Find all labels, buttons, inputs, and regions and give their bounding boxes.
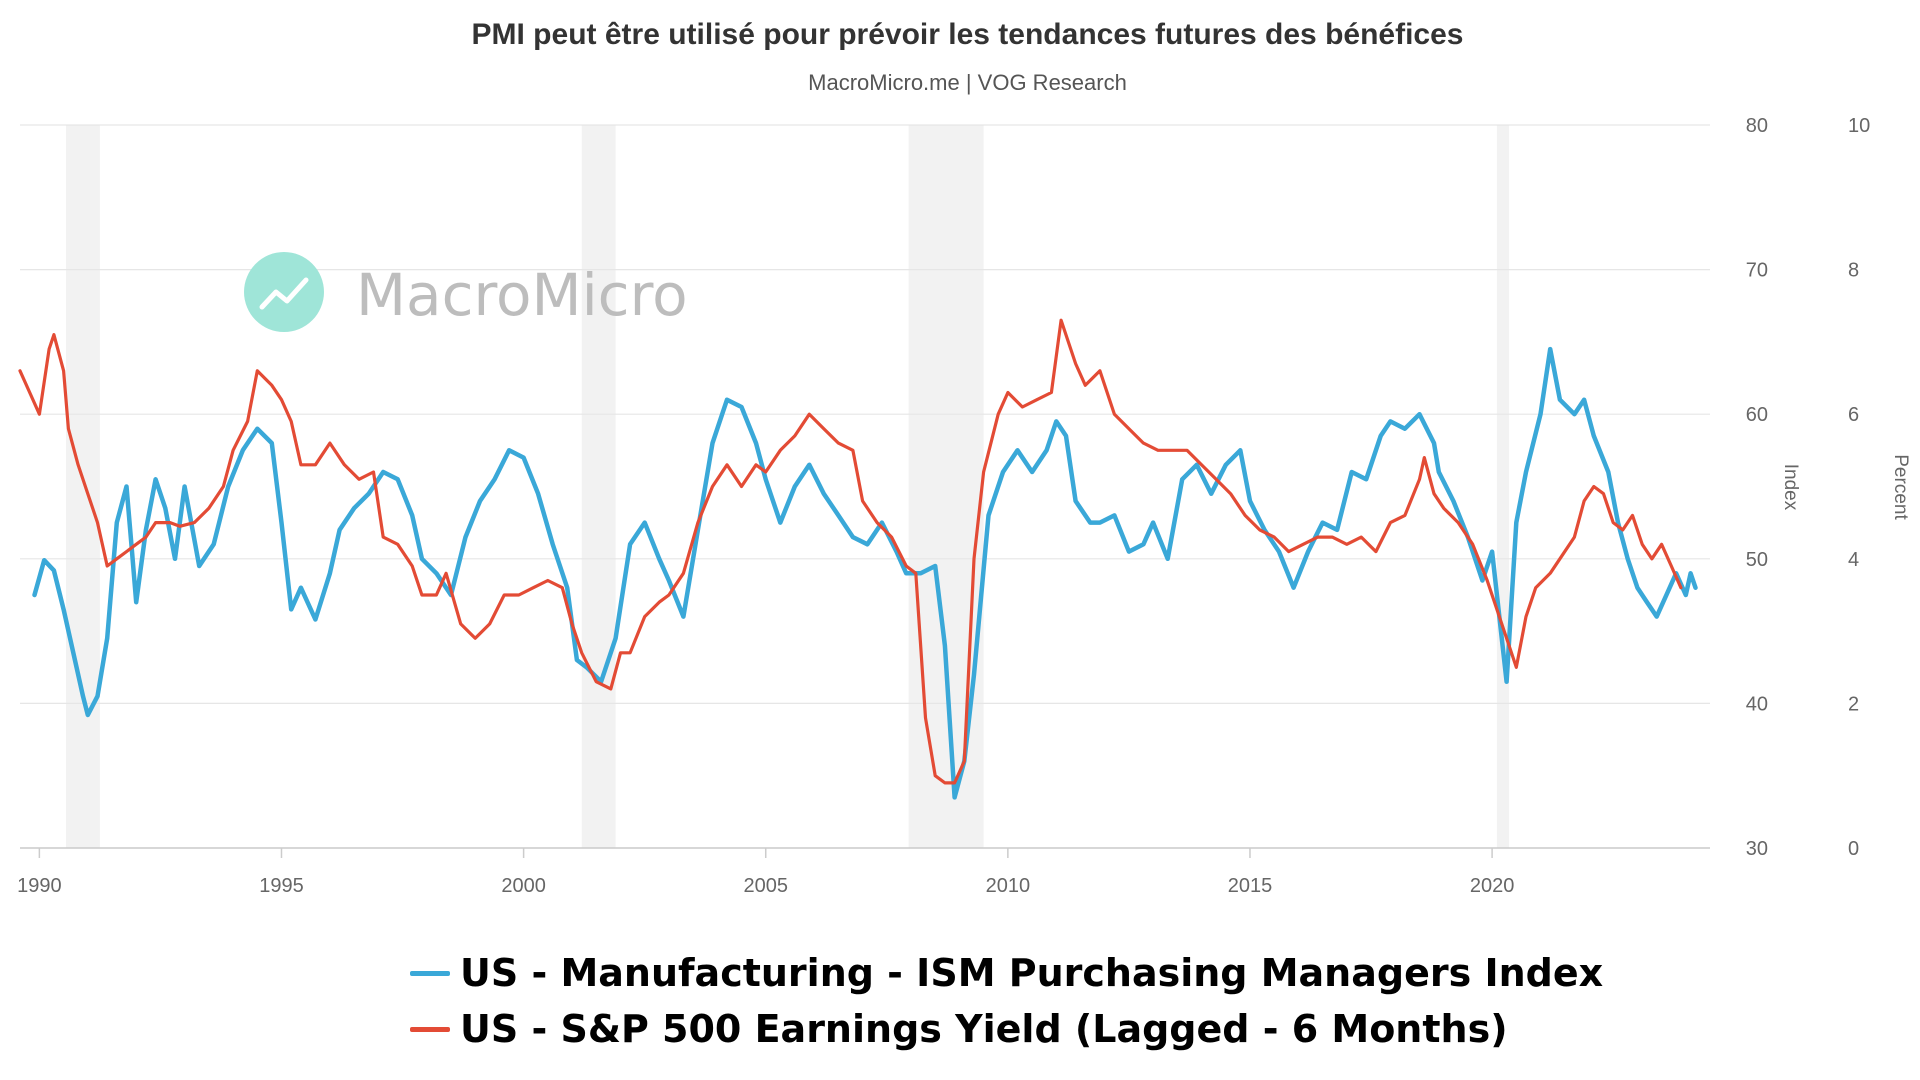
y-right-axis-title: Percent — [1890, 454, 1911, 520]
recession-band — [581, 125, 616, 848]
legend-label-ism: US - Manufacturing - ISM Purchasing Mana… — [460, 951, 1604, 995]
y-left-tick-label: 70 — [1746, 260, 1768, 282]
y-left-tick-label: 50 — [1746, 549, 1768, 571]
y-left-tick-label: 40 — [1746, 693, 1768, 715]
x-tick-label: 2015 — [1228, 875, 1273, 897]
y-right-tick-label: 10 — [1848, 115, 1870, 137]
watermark: MacroMicro — [244, 252, 688, 332]
y-right-tick-label: 4 — [1848, 549, 1859, 571]
y-left-tick-label: 60 — [1746, 404, 1768, 426]
recession-bands — [66, 125, 1510, 848]
x-tick-label: 2000 — [501, 875, 546, 897]
x-tick-label: 1995 — [259, 875, 304, 897]
y-left-tick-label: 80 — [1746, 115, 1768, 137]
x-tick-label: 2005 — [743, 875, 788, 897]
recession-band — [908, 125, 984, 848]
legend-item-ism[interactable]: US - Manufacturing - ISM Purchasing Mana… — [410, 945, 1603, 1001]
chart-title: PMI peut être utilisé pour prévoir les t… — [471, 18, 1464, 51]
y-left-tick-label: 30 — [1746, 838, 1768, 860]
legend-label-yield: US - S&P 500 Earnings Yield (Lagged - 6 … — [460, 1007, 1508, 1051]
recession-band — [66, 125, 100, 848]
ism-line — [32, 346, 1698, 800]
watermark-logo-icon-line — [259, 277, 309, 310]
gridlines — [20, 124, 1710, 849]
chart-subtitle: MacroMicro.me | VOG Research — [808, 70, 1127, 95]
y-right-tick-label: 6 — [1848, 404, 1859, 426]
legend: US - Manufacturing - ISM Purchasing Mana… — [410, 945, 1603, 1057]
earnings-yield-line — [18, 318, 1683, 785]
series-lines — [18, 318, 1698, 800]
watermark-logo-icon — [244, 252, 324, 332]
recession-band — [1496, 125, 1510, 848]
axes: 1990 1995 2000 2005 2010 2015 2020807060504030… — [17, 115, 1911, 897]
legend-item-yield[interactable]: US - S&P 500 Earnings Yield (Lagged - 6 … — [410, 1001, 1603, 1057]
x-tick-label: 2010 — [986, 875, 1031, 897]
watermark-text: MacroMicro — [356, 261, 688, 329]
y-right-tick-label: 8 — [1848, 260, 1859, 282]
y-right-tick-label: 2 — [1848, 693, 1859, 715]
legend-swatch-ism — [410, 970, 450, 976]
x-tick-label: 1990 — [17, 875, 62, 897]
y-right-tick-label: 0 — [1848, 838, 1859, 860]
x-tick-label: 2020 — [1470, 875, 1515, 897]
y-left-axis-title: Index — [1780, 464, 1801, 511]
legend-swatch-yield — [410, 1026, 450, 1032]
